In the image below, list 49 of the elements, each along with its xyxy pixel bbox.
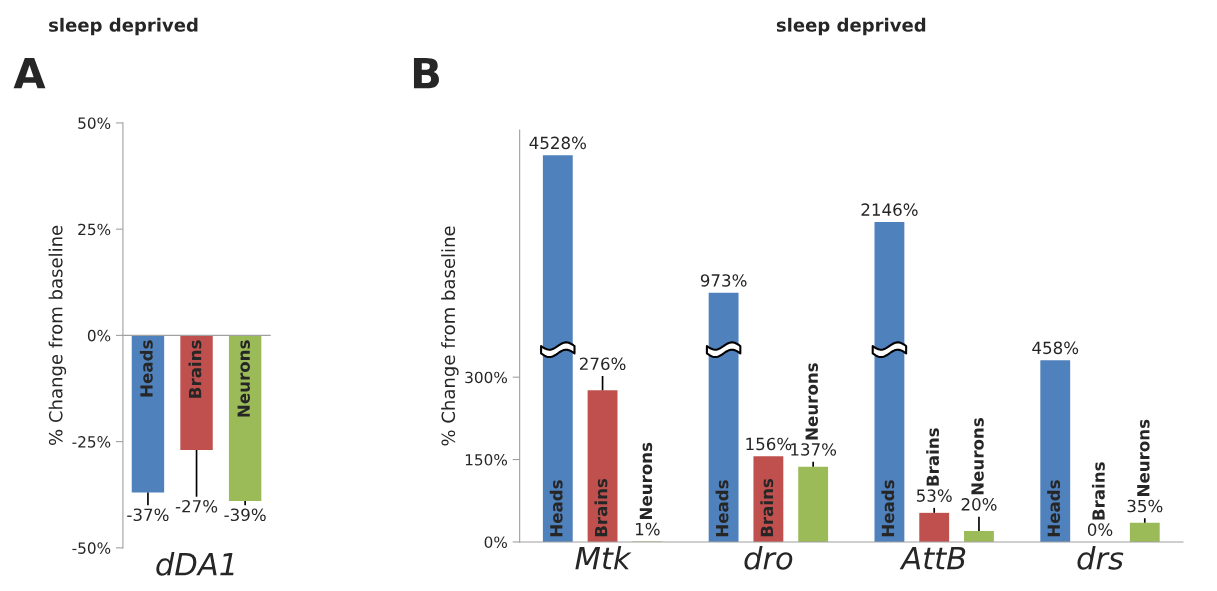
data-label: 458% — [1032, 341, 1079, 355]
y-tick-label: 50% — [78, 117, 111, 129]
x-tick-label: AttB — [899, 547, 966, 570]
text: Brains — [760, 478, 774, 537]
x-tick-label: dro — [744, 546, 793, 570]
series-label: Brains — [188, 340, 202, 398]
y-tick-label: 150% — [465, 454, 508, 466]
data-label: 20% — [961, 498, 997, 511]
data-label: 4528% — [529, 136, 586, 150]
y-tick-label: 0% — [484, 536, 508, 548]
text: Neurons — [639, 442, 653, 520]
series-label: Heads — [139, 340, 153, 397]
data-label: 137% — [791, 443, 837, 456]
y-axis-title: % Change from baseline — [441, 226, 459, 446]
text: Heads — [881, 480, 895, 537]
x-tick-label: drs — [1077, 546, 1124, 570]
data-label: 53% — [916, 489, 952, 502]
y-axis-title: % Change from baseline — [48, 225, 67, 445]
data-label: -37% — [127, 508, 169, 522]
text: Neurons — [971, 418, 984, 495]
text: Brains — [926, 428, 940, 486]
data-label: 276% — [579, 357, 626, 371]
series-label: Brains — [594, 478, 608, 537]
series-label: Neurons — [237, 340, 250, 417]
data-label: -27% — [175, 499, 218, 513]
text: Neurons — [1137, 419, 1150, 496]
data-label: 156% — [746, 437, 792, 451]
data-label: 0% — [1087, 523, 1113, 536]
x-tick-label: dDA1 — [156, 552, 234, 576]
text: Brains — [1091, 462, 1105, 520]
y-tick-label: -50% — [72, 542, 111, 554]
y-tick-label: 0% — [87, 329, 111, 342]
data-label: -39% — [224, 508, 266, 522]
chart-title: sleep deprived — [776, 17, 926, 36]
y-tick-label: 300% — [465, 371, 508, 384]
data-label: 2146% — [861, 203, 918, 216]
text: B — [413, 57, 439, 89]
chart-title: sleep deprived — [49, 17, 198, 36]
text: Heads — [1047, 480, 1061, 537]
text: A — [13, 57, 46, 89]
y-tick-label: -25% — [72, 436, 111, 448]
text: Heads — [715, 480, 729, 537]
x-tick-label: Mtk — [575, 546, 632, 570]
data-label: 973% — [700, 274, 747, 287]
series-label: Heads — [549, 480, 563, 537]
data-label: 1% — [635, 522, 660, 536]
y-tick-label: 25% — [78, 223, 111, 236]
text: Neurons — [805, 363, 818, 440]
data-label: 35% — [1127, 499, 1163, 513]
